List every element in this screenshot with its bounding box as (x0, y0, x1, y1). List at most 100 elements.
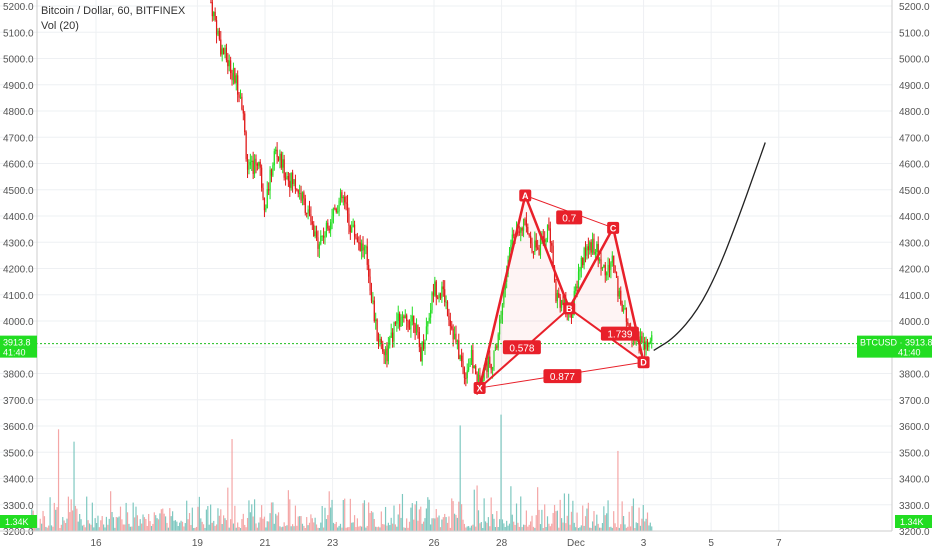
candle-body (387, 345, 389, 362)
candle-body (553, 266, 556, 283)
candle-body (273, 151, 275, 166)
candle-body (496, 346, 498, 348)
volume-bar (466, 526, 468, 531)
candle-body (596, 244, 598, 252)
candle-body (453, 333, 456, 340)
volume-bar (435, 509, 437, 531)
y-tick-label-left: 3500.0 (3, 448, 34, 459)
candle-body (421, 341, 423, 362)
volume-bar (396, 526, 398, 531)
volume-bar (442, 517, 444, 531)
volume-bar (489, 526, 491, 531)
volume-bar (527, 526, 529, 531)
harmonic-pattern[interactable]: X A B C D 0.7 0.578 1.739 0.877 (473, 189, 650, 394)
volume-bar (283, 522, 285, 531)
candle-body (455, 333, 457, 343)
volume-bar (500, 414, 502, 531)
volume-bar (115, 516, 117, 531)
volume-bar (297, 516, 299, 531)
candle-body (493, 350, 495, 368)
candle-body (417, 325, 419, 332)
candle-body (403, 316, 405, 318)
candle-body (501, 304, 504, 315)
y-tick-label-right: 3800.0 (899, 370, 930, 381)
x-tick-label: Dec (567, 538, 585, 549)
volume-bar (318, 527, 320, 531)
candle-body (258, 161, 260, 166)
volume-bar (614, 523, 616, 531)
candle-body (462, 361, 464, 368)
pattern-point-d[interactable] (637, 356, 650, 369)
pattern-point-label: D (640, 358, 647, 368)
pattern-point-x[interactable] (473, 381, 486, 394)
leg-bc[interactable] (568, 227, 615, 309)
candle-body (520, 227, 522, 233)
volume-bar (434, 518, 436, 531)
volume-bar (241, 519, 243, 531)
candle-body (306, 212, 308, 214)
candle-body (262, 187, 264, 198)
candle-body (458, 340, 460, 360)
volume-bar (427, 497, 429, 531)
y-tick-label-right: 3200.0 (899, 527, 930, 538)
volume-bar (56, 507, 58, 531)
x-tick-label: 16 (90, 538, 102, 549)
candle-body (332, 207, 335, 217)
volume-bar (66, 518, 68, 531)
candle-body (211, 2, 213, 17)
volume-bar (589, 527, 591, 531)
candle-body (503, 290, 505, 305)
candle-body (399, 313, 401, 327)
volume-bar (399, 503, 401, 531)
right-price-symbol: BTCUSD · 3913.8 (860, 338, 932, 348)
volume-bar (217, 508, 219, 531)
volume-bar (173, 520, 175, 531)
left-volume-badge (0, 515, 37, 528)
volume-bar (521, 527, 523, 531)
candle-body (448, 315, 450, 320)
volume-bar (270, 502, 273, 531)
candle-body (584, 248, 587, 256)
volume-bar (379, 527, 381, 531)
candle-body (352, 224, 354, 228)
volume-bar (290, 526, 292, 531)
volume-bar (238, 526, 240, 531)
candle-body (217, 30, 219, 35)
volume-bar (562, 522, 564, 531)
volume-bar (610, 526, 612, 531)
volume-bar (294, 505, 297, 531)
candle-body (579, 269, 581, 272)
leg-xa[interactable] (478, 195, 527, 389)
volume-bar (308, 522, 311, 531)
volume-bar (600, 527, 602, 531)
candle-body (361, 243, 363, 252)
volume-bar (242, 513, 244, 531)
forecast-curve[interactable] (653, 142, 766, 351)
volume-bar (445, 517, 447, 531)
volume-bar (156, 518, 158, 531)
candle-body (358, 242, 360, 244)
volume-bar (334, 523, 336, 531)
candle-body (570, 313, 573, 319)
pattern-point-b[interactable] (563, 302, 576, 315)
volume-bar (377, 526, 380, 531)
volume-bar (244, 524, 246, 531)
candle-body (373, 300, 375, 322)
pattern-point-a[interactable] (519, 189, 532, 202)
y-tick-label-left: 3200.0 (3, 527, 34, 538)
volume-bar (352, 522, 354, 531)
y-tick-label-left: 4900.0 (3, 81, 34, 92)
volume-bar (311, 518, 313, 531)
volume-bar (590, 527, 592, 531)
candle-body (289, 180, 291, 188)
candle-body (425, 326, 427, 340)
leg-ab[interactable] (524, 195, 571, 309)
candle-body (325, 222, 328, 236)
pattern-point-c[interactable] (607, 221, 620, 234)
volume-bar (95, 523, 98, 531)
volume-bar (531, 515, 533, 531)
volume-bar (269, 513, 271, 531)
y-tick-label-left: 4800.0 (3, 107, 34, 118)
